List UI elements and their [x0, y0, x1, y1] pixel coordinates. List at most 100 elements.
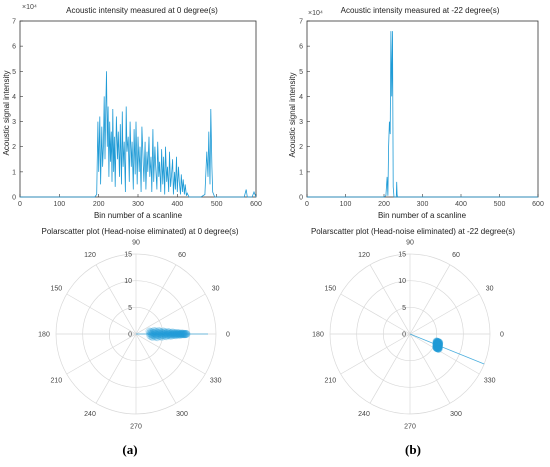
angle-tick-label: 60: [178, 252, 186, 259]
y-tick-label: 0: [12, 195, 16, 202]
x-tick-label: 200: [378, 201, 390, 208]
radial-tick-label: 15: [398, 252, 406, 259]
angle-tick-label: 300: [176, 411, 188, 418]
scatter-point: [432, 340, 441, 349]
angle-tick-label: 270: [130, 424, 142, 431]
plot-frame: [19, 20, 257, 198]
scatter-point: [432, 342, 441, 351]
angle-tick-label: 30: [486, 286, 494, 293]
line-chart-minus-22-degrees: Acoustic intensity measured at -22 degre…: [288, 6, 544, 220]
scatter-point: [434, 342, 442, 350]
angle-tick-label: 210: [324, 378, 336, 385]
scatter-point: [160, 328, 169, 336]
scatter-point: [154, 331, 162, 340]
scatter-point: [163, 329, 171, 337]
scatter-point: [433, 340, 442, 349]
scatter-point: [433, 341, 441, 349]
y-exponent: ×10⁴: [22, 4, 37, 11]
scatter-point: [148, 333, 157, 341]
y-tick-label: 5: [12, 69, 16, 76]
scatter-point: [178, 330, 187, 339]
x-axis-label: Bin number of a scanline: [94, 211, 183, 220]
scatter-point: [153, 333, 162, 342]
y-axis-label: Acoustic signal intensity: [288, 73, 297, 158]
caption-b: (b): [405, 442, 421, 457]
scatter-point: [434, 344, 442, 352]
scatter-point: [435, 338, 443, 347]
scatter-point: [152, 328, 161, 336]
scatter-point: [433, 344, 442, 353]
x-tick-label: 500: [211, 201, 223, 208]
scatter-point: [433, 343, 442, 352]
scatter-point: [434, 344, 443, 353]
scatter-point: [433, 343, 441, 352]
scatter-point: [156, 330, 164, 338]
scatter-point: [177, 330, 185, 339]
y-tick-label: 7: [12, 19, 16, 26]
angle-tick-label: 240: [358, 411, 370, 418]
scatter-point: [434, 340, 443, 349]
scatter-point: [433, 339, 442, 348]
y-tick-label: 4: [12, 94, 16, 101]
x-tick-label: 400: [171, 201, 183, 208]
y-tick-label: 1: [12, 169, 16, 176]
radial-tick-label: 0: [402, 332, 406, 339]
ray-line: [409, 333, 485, 365]
radial-tick-label: 5: [128, 305, 132, 312]
scatter-point: [434, 342, 443, 351]
angle-tick-label: 150: [324, 286, 336, 293]
scatter-point: [432, 343, 441, 352]
scatter-point: [435, 338, 444, 347]
scatter-point: [435, 343, 443, 351]
scatter-point: [434, 339, 443, 348]
scatter-point: [165, 328, 173, 337]
scatter-point: [178, 330, 186, 338]
scatter-point: [433, 342, 442, 351]
x-tick-label: 300: [417, 201, 429, 208]
scatter-point: [176, 329, 185, 338]
scatter-point: [434, 338, 442, 346]
scatter-point: [164, 331, 173, 340]
scatter-point: [433, 341, 442, 349]
angle-tick-label: 240: [84, 411, 96, 418]
scatter-point: [172, 329, 180, 338]
scatter-point: [169, 328, 178, 337]
scatter-point: [432, 342, 441, 350]
scatter-point: [175, 330, 183, 339]
y-tick-label: 1: [299, 169, 303, 176]
scatter-point: [170, 330, 178, 338]
x-tick-label: 600: [532, 201, 544, 208]
scatter-point: [434, 340, 443, 349]
scatter-point: [433, 344, 441, 353]
angle-tick-label: 270: [404, 424, 416, 431]
scatter-point: [435, 339, 443, 348]
x-tick-label: 100: [340, 201, 352, 208]
scatter-point: [161, 328, 170, 337]
scatter-point: [433, 341, 442, 350]
scatter-point: [432, 344, 441, 352]
scatter-point: [154, 326, 163, 335]
y-tick-label: 0: [299, 195, 303, 202]
angle-tick-label: 300: [450, 411, 462, 418]
scatter-point: [432, 339, 441, 348]
scatter-point: [159, 329, 168, 338]
scatter-point: [171, 331, 180, 340]
scatter-point: [435, 341, 443, 350]
y-tick-label: 4: [299, 94, 303, 101]
scatter-point: [434, 338, 442, 347]
scatter-point: [181, 330, 190, 338]
scatter-point: [182, 329, 190, 338]
scatter-point: [435, 341, 444, 349]
scatter-point: [158, 329, 167, 337]
scatter-point: [433, 343, 442, 352]
scatter-point: [433, 339, 441, 348]
scatter-point: [166, 331, 174, 340]
angle-tick-label: 150: [50, 286, 62, 293]
scatter-point: [433, 337, 442, 346]
scatter-point: [152, 332, 160, 341]
polar-scatter-0-degrees: Polarscatter plot (Head-noise eliminated…: [38, 227, 239, 431]
angle-tick-label: 60: [452, 252, 460, 259]
scatter-point: [167, 332, 175, 340]
scatter-point: [155, 332, 164, 340]
scatter-point: [433, 340, 442, 348]
